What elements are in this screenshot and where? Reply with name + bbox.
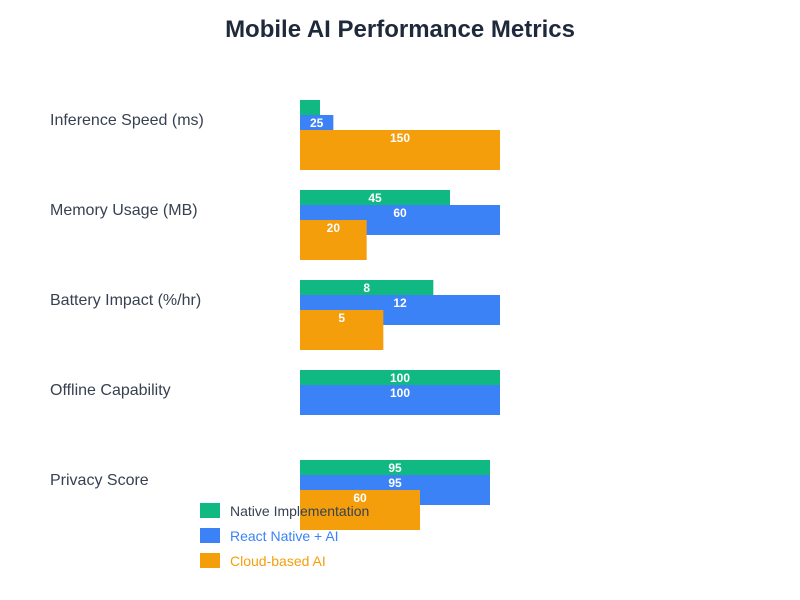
legend: Native Implementation React Native + AI …: [200, 498, 369, 573]
legend-swatch-native: [200, 503, 220, 518]
bar-cloud-based-ai-memory-usage-mb: [300, 220, 367, 260]
legend-item-react-native: React Native + AI: [200, 523, 369, 548]
chart-title: Mobile AI Performance Metrics: [225, 16, 575, 43]
value-label-native-implementation-privacy-score: 95: [388, 461, 402, 475]
bar-native-implementation-inference-speed-ms: [300, 100, 320, 115]
legend-item-cloud: Cloud-based AI: [200, 548, 369, 573]
legend-swatch-cloud: [200, 553, 220, 568]
bar-react-native-ai-offline-capability: [300, 385, 500, 415]
bar-cloud-based-ai-privacy-score: [300, 490, 420, 530]
legend-swatch-react-native: [200, 528, 220, 543]
bar-native-implementation-battery-impact-hr: [300, 280, 434, 295]
legend-label-cloud: Cloud-based AI: [230, 552, 326, 569]
category-label-battery-impact-hr: Battery Impact (%/hr): [50, 292, 201, 309]
value-label-cloud-based-ai-inference-speed-ms: 150: [390, 131, 410, 145]
value-label-cloud-based-ai-memory-usage-mb: 20: [327, 221, 341, 235]
legend-label-native: Native Implementation: [230, 502, 370, 519]
value-label-react-native-ai-inference-speed-ms: 25: [310, 116, 324, 130]
legend-label-react-native: React Native + AI: [230, 527, 339, 544]
value-label-react-native-ai-offline-capability: 100: [390, 386, 410, 400]
value-label-react-native-ai-memory-usage-mb: 60: [393, 206, 407, 220]
category-label-offline-capability: Offline Capability: [50, 382, 171, 399]
value-label-native-implementation-battery-impact-hr: 8: [363, 281, 370, 295]
value-label-native-implementation-offline-capability: 100: [390, 371, 410, 385]
bar-cloud-based-ai-battery-impact-hr: [300, 310, 384, 350]
bar-native-implementation-offline-capability: [300, 370, 500, 385]
bar-native-implementation-privacy-score: [300, 460, 490, 475]
value-label-cloud-based-ai-battery-impact-hr: 5: [338, 311, 345, 325]
value-label-react-native-ai-battery-impact-hr: 12: [393, 296, 407, 310]
category-label-memory-usage-mb: Memory Usage (MB): [50, 202, 198, 219]
category-label-inference-speed-ms: Inference Speed (ms): [50, 112, 204, 129]
category-label-privacy-score: Privacy Score: [50, 472, 149, 489]
value-label-native-implementation-memory-usage-mb: 45: [368, 191, 382, 205]
value-label-cloud-based-ai-privacy-score: 60: [353, 491, 367, 505]
bar-cloud-based-ai-inference-speed-ms: [300, 130, 500, 170]
value-label-react-native-ai-privacy-score: 95: [388, 476, 402, 490]
legend-item-native: Native Implementation: [200, 498, 369, 523]
bar-native-implementation-memory-usage-mb: [300, 190, 450, 205]
